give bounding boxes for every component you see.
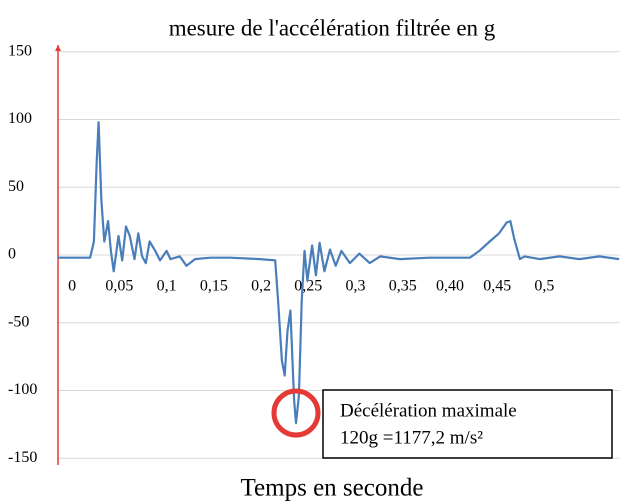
y-tick-label: 50: [8, 178, 24, 195]
annotation-box: [322, 389, 613, 459]
annotation: Décélération maximale: [340, 400, 517, 421]
x-tick-label: 0,05: [105, 278, 133, 295]
y-tick-label: 0: [8, 246, 16, 263]
x-tick-label: 0,15: [200, 278, 228, 295]
x-axis-label: Temps en seconde: [241, 475, 424, 502]
y-axis-arrow: [55, 45, 61, 51]
chart-title: mesure de l'accélération filtrée en g: [169, 15, 496, 40]
y-tick-label: 150: [8, 42, 32, 59]
x-tick-label: 0,5: [534, 278, 554, 295]
data-line: [58, 121, 620, 425]
x-tick-label: 0,1: [157, 278, 177, 295]
annotation: 120g =1177,2 m/s²: [340, 427, 483, 448]
highlight-circle: [271, 388, 321, 438]
x-tick-label: 0,45: [483, 278, 511, 295]
x-tick-label: 0,40: [436, 278, 464, 295]
x-tick-label: 0: [68, 278, 76, 295]
x-tick-label: 0,35: [389, 278, 417, 295]
y-tick-label: -50: [8, 313, 29, 330]
x-tick-label: 0,2: [251, 278, 271, 295]
x-tick-label: 0,3: [346, 278, 366, 295]
y-tick-label: -100: [8, 381, 37, 398]
y-tick-label: -150: [8, 449, 37, 466]
y-tick-label: 100: [8, 110, 32, 127]
